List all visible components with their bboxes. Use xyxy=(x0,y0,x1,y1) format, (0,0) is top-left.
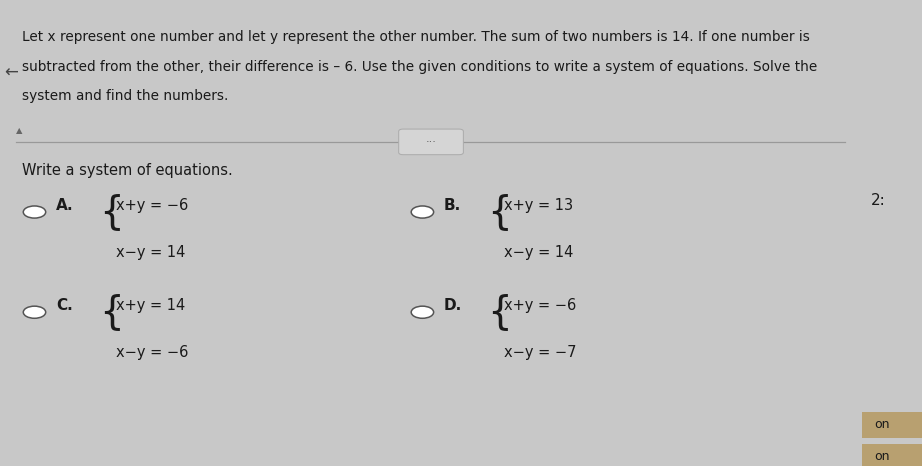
Circle shape xyxy=(411,306,433,318)
Text: x+y = −6: x+y = −6 xyxy=(116,198,189,213)
FancyBboxPatch shape xyxy=(398,129,464,155)
Text: on: on xyxy=(874,450,890,463)
Text: B.: B. xyxy=(444,198,461,213)
Text: x−y = 14: x−y = 14 xyxy=(116,245,185,260)
Text: subtracted from the other, their difference is – 6. Use the given conditions to : subtracted from the other, their differe… xyxy=(21,60,817,74)
Text: 2:: 2: xyxy=(871,193,886,208)
FancyBboxPatch shape xyxy=(862,444,922,466)
Text: {: { xyxy=(100,193,124,231)
Circle shape xyxy=(23,206,46,218)
Text: x−y = 14: x−y = 14 xyxy=(504,245,573,260)
Text: ▲: ▲ xyxy=(16,126,22,135)
Text: x+y = 13: x+y = 13 xyxy=(504,198,573,213)
Circle shape xyxy=(411,206,433,218)
Text: x+y = −6: x+y = −6 xyxy=(504,298,576,313)
Circle shape xyxy=(23,306,46,318)
Text: system and find the numbers.: system and find the numbers. xyxy=(21,89,228,103)
Text: A.: A. xyxy=(56,198,74,213)
Text: C.: C. xyxy=(56,298,73,313)
Text: ···: ··· xyxy=(426,137,436,147)
Text: Write a system of equations.: Write a system of equations. xyxy=(21,163,232,178)
Text: {: { xyxy=(487,193,512,231)
FancyBboxPatch shape xyxy=(862,412,922,438)
Text: Let x represent one number and let y represent the other number. The sum of two : Let x represent one number and let y rep… xyxy=(21,30,810,44)
Text: on: on xyxy=(874,418,890,432)
Text: {: { xyxy=(100,293,124,331)
Text: x+y = 14: x+y = 14 xyxy=(116,298,185,313)
Text: x−y = −6: x−y = −6 xyxy=(116,345,189,360)
Text: {: { xyxy=(487,293,512,331)
Text: ←: ← xyxy=(5,63,18,81)
Text: x−y = −7: x−y = −7 xyxy=(504,345,577,360)
Text: D.: D. xyxy=(444,298,462,313)
